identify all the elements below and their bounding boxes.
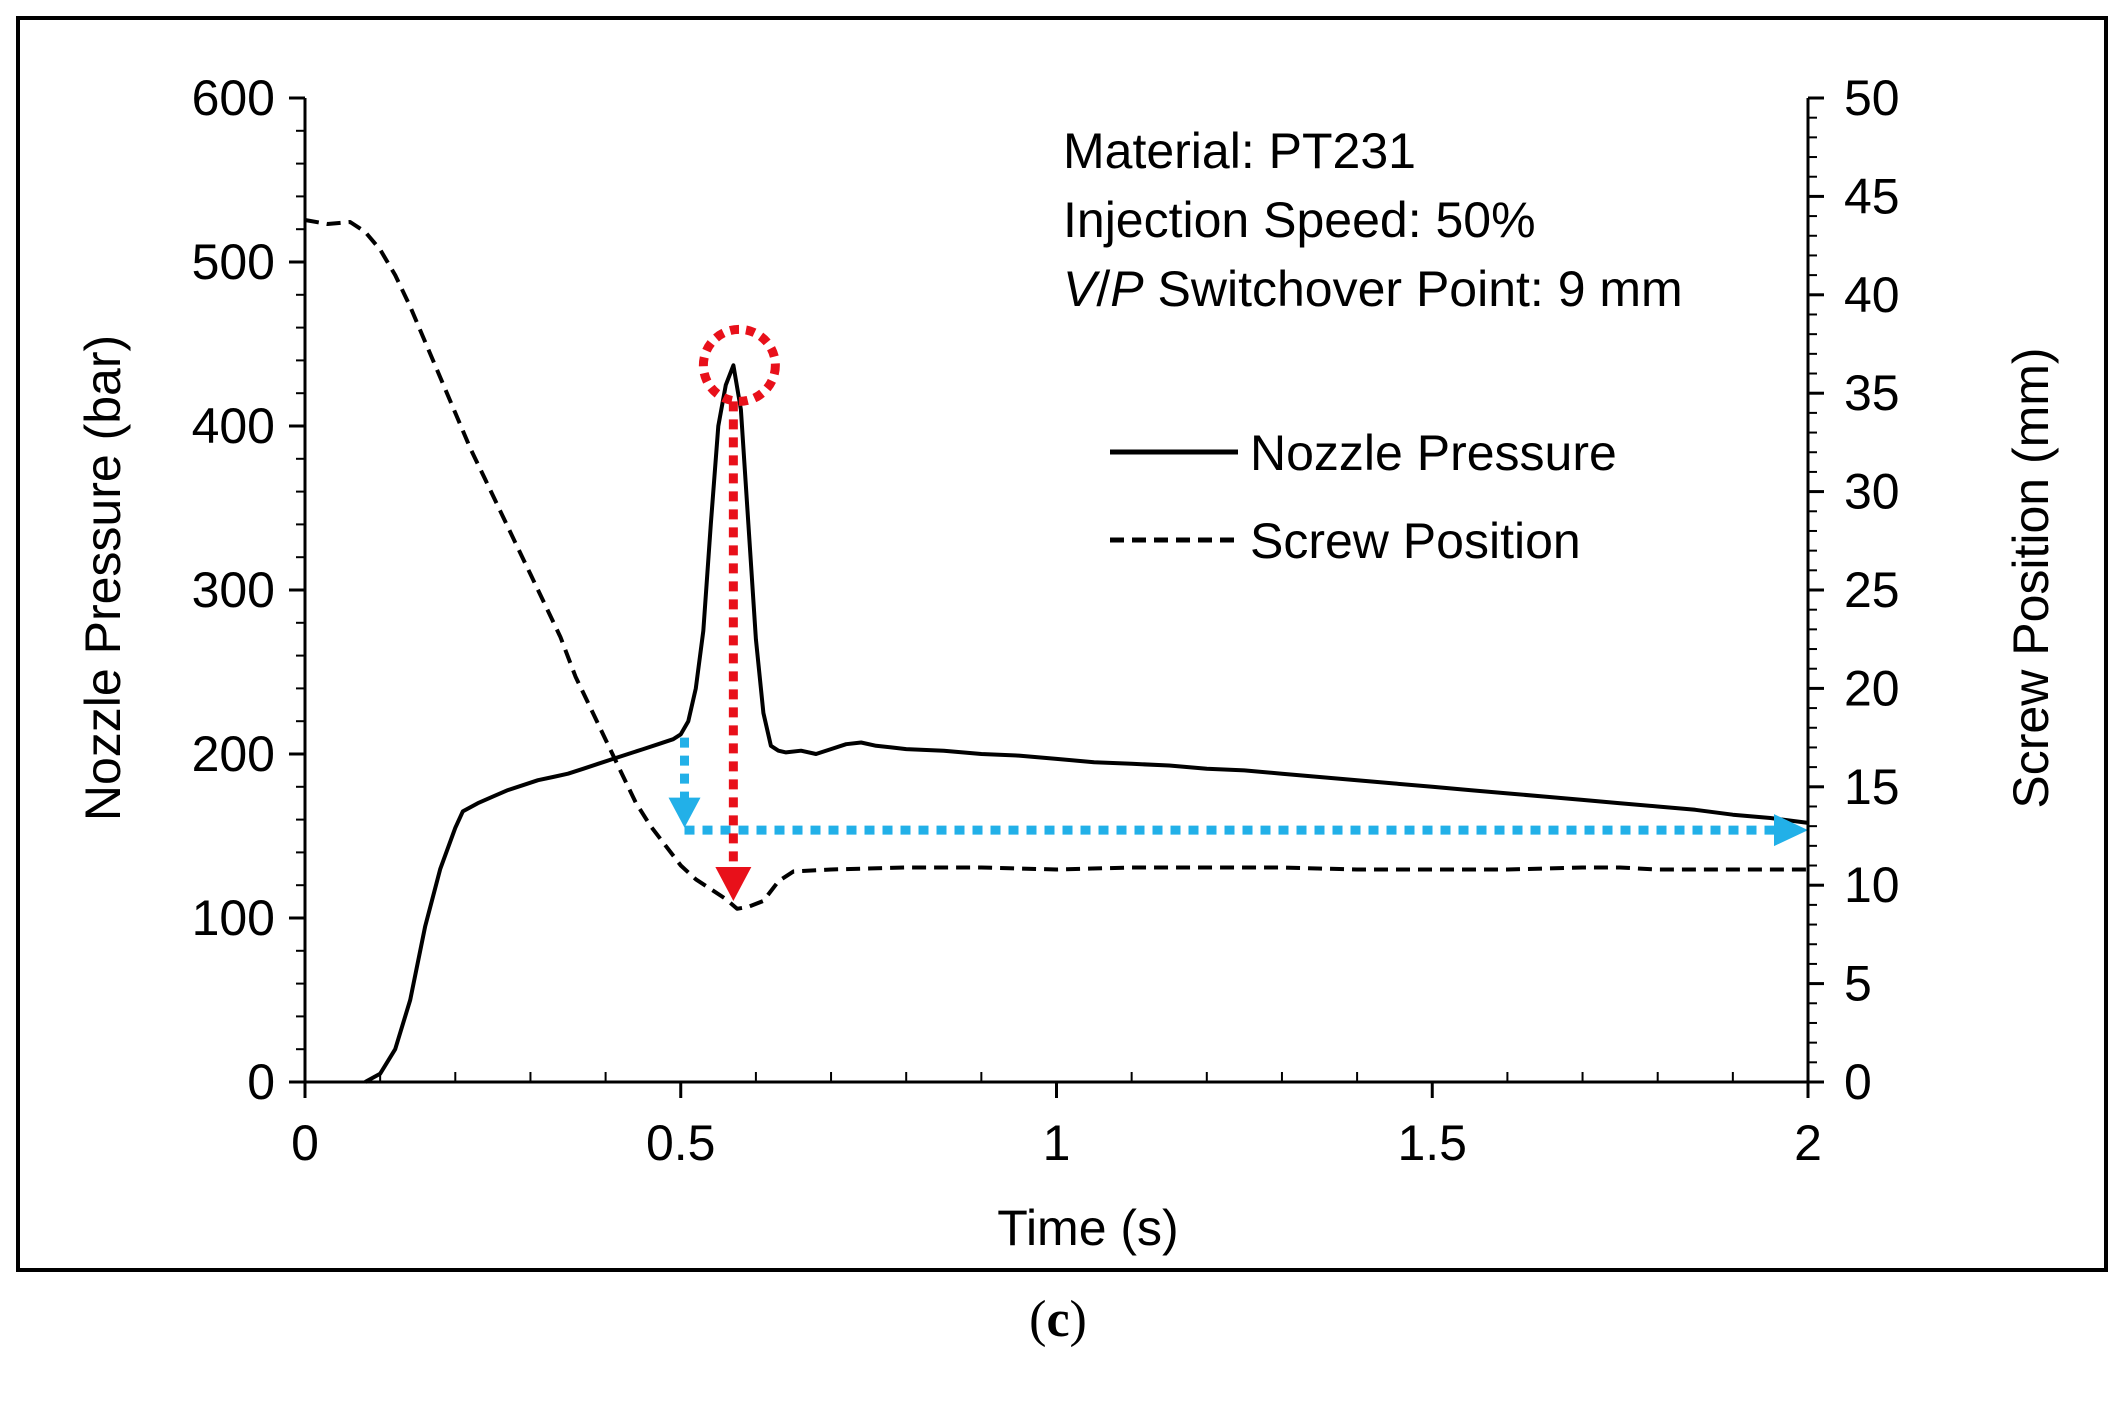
x-tick-label: 2 xyxy=(1794,1115,1822,1171)
y-tick-label: 100 xyxy=(192,890,275,946)
x-tick-label: 0.5 xyxy=(646,1115,716,1171)
figure-caption: (c) xyxy=(1029,1291,1087,1348)
y2-axis-label: Screw Position (mm) xyxy=(2003,347,2059,808)
y2-tick-label: 0 xyxy=(1844,1054,1872,1110)
y-axis-label: Nozzle Pressure (bar) xyxy=(75,335,131,821)
y2-tick-label: 45 xyxy=(1844,168,1900,224)
blue-right-arrow-head xyxy=(1774,814,1808,847)
y2-tick-label: 5 xyxy=(1844,956,1872,1012)
y-tick-label: 400 xyxy=(192,398,275,454)
y-tick-label: 600 xyxy=(192,70,275,126)
y2-tick-label: 35 xyxy=(1844,365,1900,421)
y2-tick-label: 50 xyxy=(1844,70,1900,126)
series-line-screw-position xyxy=(304,218,1808,911)
peak-marker-circle xyxy=(698,324,780,406)
y-tick-label: 500 xyxy=(192,234,275,290)
legend-label-screw-position: Screw Position xyxy=(1250,513,1581,569)
y-tick-label: 200 xyxy=(192,726,275,782)
y2-tick-label: 30 xyxy=(1844,464,1900,520)
legend-label-nozzle-pressure: Nozzle Pressure xyxy=(1250,425,1617,481)
annotation-material: Material: PT231 xyxy=(1063,123,1416,179)
red-down-arrow-head xyxy=(715,866,752,901)
y2-tick-label: 15 xyxy=(1844,759,1900,815)
x-tick-label: 1 xyxy=(1043,1115,1071,1171)
annotation-speed: Injection Speed: 50% xyxy=(1063,192,1536,248)
annotation-vp: V/P Switchover Point: 9 mm xyxy=(1063,261,1683,317)
y2-tick-label: 40 xyxy=(1844,267,1900,323)
figure-frame xyxy=(16,16,2108,1272)
series-line-nozzle-pressure xyxy=(364,363,1809,1084)
y2-tick-label: 20 xyxy=(1844,660,1900,716)
y2-tick-label: 25 xyxy=(1844,562,1900,618)
x-tick-label: 0 xyxy=(291,1115,319,1171)
y-tick-label: 300 xyxy=(192,562,275,618)
y2-tick-label: 10 xyxy=(1844,857,1900,913)
x-axis-label: Time (s) xyxy=(997,1200,1178,1256)
blue-down-arrow-head xyxy=(668,797,701,828)
y-tick-label: 0 xyxy=(247,1054,275,1110)
x-tick-label: 1.5 xyxy=(1397,1115,1467,1171)
